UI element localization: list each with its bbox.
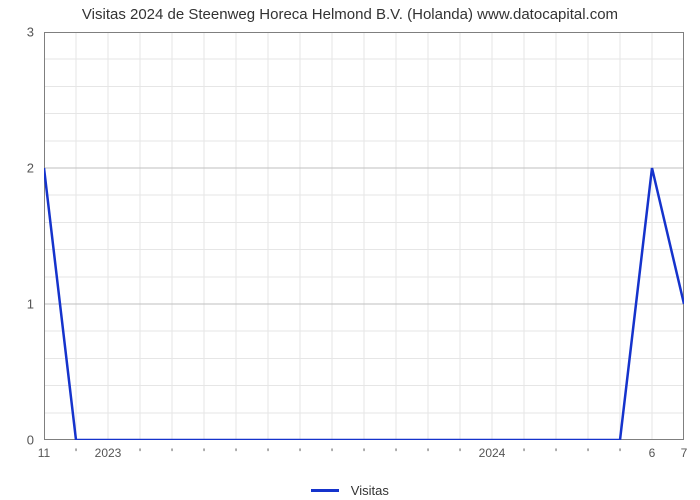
x-tick-label: 11 [38, 440, 50, 460]
chart-grid-svg [44, 32, 684, 440]
x-tick-label: ' [587, 440, 589, 460]
chart-title: Visitas 2024 de Steenweg Horeca Helmond … [0, 6, 700, 23]
x-tick-label: 6 [649, 440, 656, 460]
x-tick-label: 7 [681, 440, 688, 460]
x-tick-label: ' [363, 440, 365, 460]
plot-area: 012311'2023'''''''''''2024''''67 [44, 32, 684, 440]
x-tick-label: ' [459, 440, 461, 460]
chart-legend: Visitas [0, 482, 700, 498]
y-tick-label: 3 [27, 25, 44, 40]
x-tick-label: 2024 [479, 440, 506, 460]
y-tick-label: 2 [27, 161, 44, 176]
x-tick-label: ' [235, 440, 237, 460]
x-tick-label: ' [139, 440, 141, 460]
x-tick-label: ' [267, 440, 269, 460]
x-tick-label: ' [523, 440, 525, 460]
x-tick-label: ' [555, 440, 557, 460]
x-tick-label: ' [171, 440, 173, 460]
x-tick-label: ' [427, 440, 429, 460]
chart-container: Visitas 2024 de Steenweg Horeca Helmond … [0, 0, 700, 500]
y-tick-label: 1 [27, 297, 44, 312]
x-tick-label: 2023 [95, 440, 122, 460]
legend-label: Visitas [351, 483, 389, 498]
x-tick-label: ' [203, 440, 205, 460]
x-tick-label: ' [75, 440, 77, 460]
x-tick-label: ' [619, 440, 621, 460]
x-tick-label: ' [299, 440, 301, 460]
x-tick-label: ' [395, 440, 397, 460]
x-tick-label: ' [331, 440, 333, 460]
legend-swatch [311, 489, 339, 492]
